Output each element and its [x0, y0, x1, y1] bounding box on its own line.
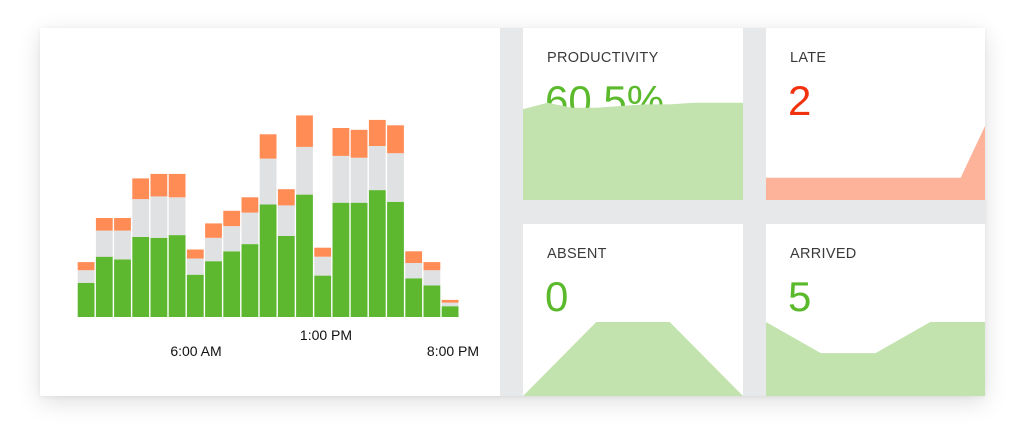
bar-16-segment-0[interactable]: [368, 190, 386, 317]
bar-15-segment-2[interactable]: [350, 129, 368, 158]
absent-value: 0: [545, 273, 569, 320]
absent-label: ABSENT: [547, 246, 607, 262]
bar-2-segment-0[interactable]: [114, 259, 131, 317]
bar-9-segment-0[interactable]: [241, 244, 259, 317]
late-value: 2: [788, 77, 812, 124]
bar-11-segment-1[interactable]: [277, 205, 295, 236]
late-card[interactable]: LATE 2: [766, 28, 985, 200]
bar-14-segment-0[interactable]: [332, 202, 350, 317]
bar-3-segment-0[interactable]: [132, 236, 150, 317]
bar-5-segment-2[interactable]: [168, 173, 186, 198]
bar-16-segment-2[interactable]: [368, 119, 386, 146]
bar-4-segment-0[interactable]: [150, 237, 168, 317]
bar-17-segment-0[interactable]: [387, 201, 404, 317]
bar-20-segment-0[interactable]: [441, 306, 459, 317]
late-trend-area: [766, 126, 985, 200]
bar-18-segment-0[interactable]: [405, 278, 423, 317]
bar-12-segment-0[interactable]: [296, 194, 313, 317]
productivity-card[interactable]: PRODUCTIVITY 60.5%: [523, 28, 743, 200]
bar-16-segment-1[interactable]: [368, 146, 386, 191]
bar-19-segment-1[interactable]: [423, 270, 441, 286]
bar-11-segment-2[interactable]: [277, 189, 295, 206]
late-label: LATE: [790, 50, 827, 66]
arrived-label: ARRIVED: [790, 246, 857, 262]
absent-card[interactable]: ABSENT 0: [523, 224, 743, 396]
bar-2-segment-2[interactable]: [114, 218, 131, 231]
bar-12-segment-1[interactable]: [296, 146, 313, 195]
bar-3-segment-2[interactable]: [132, 178, 150, 200]
attendance-chart-card: 6:00 AM 1:00 PM 8:00 PM: [40, 28, 500, 396]
bar-3-segment-1[interactable]: [132, 199, 150, 237]
bar-8-segment-2[interactable]: [223, 210, 241, 227]
x-tick-label: 1:00 PM: [300, 327, 352, 343]
absent-sparkline: [523, 322, 743, 396]
absent-trend-area: [523, 322, 743, 396]
dashboard: 6:00 AM 1:00 PM 8:00 PM PRODUCTIVITY 60.5%…: [40, 28, 985, 396]
bar-17-segment-1[interactable]: [387, 153, 404, 202]
bar-9-segment-1[interactable]: [241, 212, 259, 245]
bar-17-segment-2[interactable]: [387, 125, 404, 154]
x-tick-label: 6:00 AM: [170, 343, 221, 359]
bar-6-segment-1[interactable]: [186, 258, 204, 275]
productivity-label: PRODUCTIVITY: [547, 50, 659, 66]
bar-11-segment-0[interactable]: [277, 236, 295, 317]
bar-6-segment-2[interactable]: [186, 249, 204, 259]
bar-14-segment-2[interactable]: [332, 128, 350, 156]
bar-2-segment-1[interactable]: [114, 230, 131, 260]
arrived-sparkline: [766, 322, 985, 396]
bar-12-segment-2[interactable]: [296, 115, 313, 147]
bar-9-segment-2[interactable]: [241, 197, 259, 213]
bar-20-segment-2[interactable]: [441, 299, 459, 303]
bar-19-segment-0[interactable]: [423, 285, 441, 318]
bar-0-segment-0[interactable]: [77, 282, 95, 317]
bar-1-segment-1[interactable]: [95, 230, 113, 257]
bar-18-segment-2[interactable]: [405, 251, 423, 263]
productivity-trend-area: [523, 102, 743, 200]
bar-1-segment-2[interactable]: [95, 218, 113, 231]
bar-10-segment-1[interactable]: [259, 158, 277, 205]
bar-13-segment-0[interactable]: [314, 275, 332, 317]
bar-13-segment-1[interactable]: [314, 256, 332, 276]
arrived-trend-area: [766, 322, 985, 396]
bar-14-segment-1[interactable]: [332, 155, 350, 203]
bar-18-segment-1[interactable]: [405, 263, 423, 279]
bar-10-segment-2[interactable]: [259, 134, 277, 159]
bar-19-segment-2[interactable]: [423, 262, 441, 271]
bar-15-segment-1[interactable]: [350, 157, 368, 203]
late-sparkline: [766, 126, 985, 200]
arrived-card[interactable]: ARRIVED 5: [766, 224, 985, 396]
bar-5-segment-0[interactable]: [168, 235, 186, 317]
bar-20-segment-1[interactable]: [441, 302, 459, 307]
bar-4-segment-2[interactable]: [150, 173, 168, 197]
bar-10-segment-0[interactable]: [259, 204, 277, 318]
bar-5-segment-1[interactable]: [168, 197, 186, 236]
bar-4-segment-1[interactable]: [150, 196, 168, 238]
bar-0-segment-2[interactable]: [77, 262, 95, 271]
bar-8-segment-1[interactable]: [223, 226, 241, 252]
productivity-sparkline: [523, 102, 743, 200]
x-tick-label: 8:00 PM: [427, 343, 479, 359]
bar-8-segment-0[interactable]: [223, 251, 241, 317]
bar-7-segment-0[interactable]: [205, 261, 222, 317]
bar-6-segment-0[interactable]: [186, 274, 204, 317]
bar-15-segment-0[interactable]: [350, 202, 368, 317]
bar-13-segment-2[interactable]: [314, 247, 332, 257]
bar-0-segment-1[interactable]: [77, 270, 95, 283]
bar-7-segment-1[interactable]: [205, 237, 222, 262]
stacked-bar-chart: 6:00 AM 1:00 PM 8:00 PM: [77, 115, 479, 359]
bar-1-segment-0[interactable]: [95, 256, 113, 317]
bar-7-segment-2[interactable]: [205, 223, 222, 238]
arrived-value: 5: [788, 273, 812, 320]
